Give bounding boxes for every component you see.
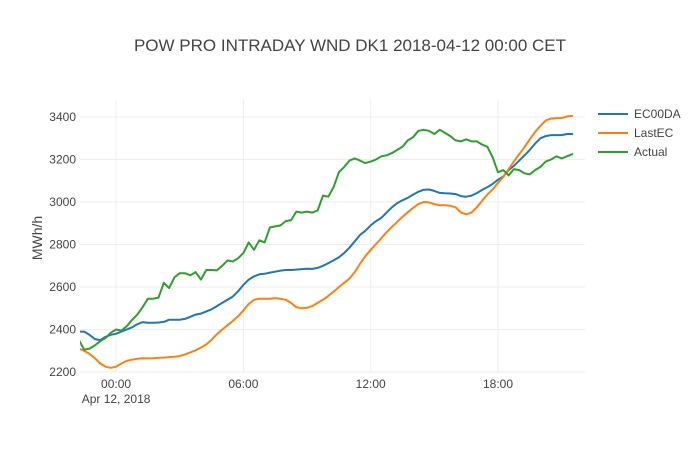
- y-tick-label: 2600: [49, 280, 76, 294]
- y-tick-label: 3200: [49, 153, 76, 167]
- series-line-lastec[interactable]: [79, 114, 574, 369]
- x-tick-label: 12:00: [356, 377, 386, 391]
- plot-area: [79, 114, 574, 369]
- legend-label: LastEC: [634, 126, 674, 140]
- x-tick-label: 18:00: [483, 377, 513, 391]
- series-line-actual[interactable]: [79, 128, 574, 351]
- legend-item-ec00da[interactable]: EC00DA: [598, 107, 681, 121]
- x-tick-label: 00:00: [101, 377, 131, 391]
- legend-label: EC00DA: [634, 107, 681, 121]
- gridlines: [80, 100, 585, 373]
- y-tick-label: 3000: [49, 195, 76, 209]
- chart-title: POW PRO INTRADAY WND DK1 2018-04-12 00:0…: [134, 36, 566, 55]
- x-tick-date-label: Apr 12, 2018: [82, 392, 151, 406]
- x-tick-label: 06:00: [228, 377, 258, 391]
- legend-item-actual[interactable]: Actual: [598, 145, 667, 159]
- y-axis-label: MWh/h: [29, 216, 45, 260]
- y-tick-label: 3400: [49, 110, 76, 124]
- y-tick-label: 2200: [49, 365, 76, 379]
- y-tick-label: 2400: [49, 323, 76, 337]
- series-line-ec00da[interactable]: [79, 133, 574, 342]
- legend[interactable]: EC00DA LastEC Actual: [598, 107, 681, 159]
- legend-item-lastec[interactable]: LastEC: [598, 126, 674, 140]
- legend-label: Actual: [634, 145, 667, 159]
- y-tick-label: 2800: [49, 238, 76, 252]
